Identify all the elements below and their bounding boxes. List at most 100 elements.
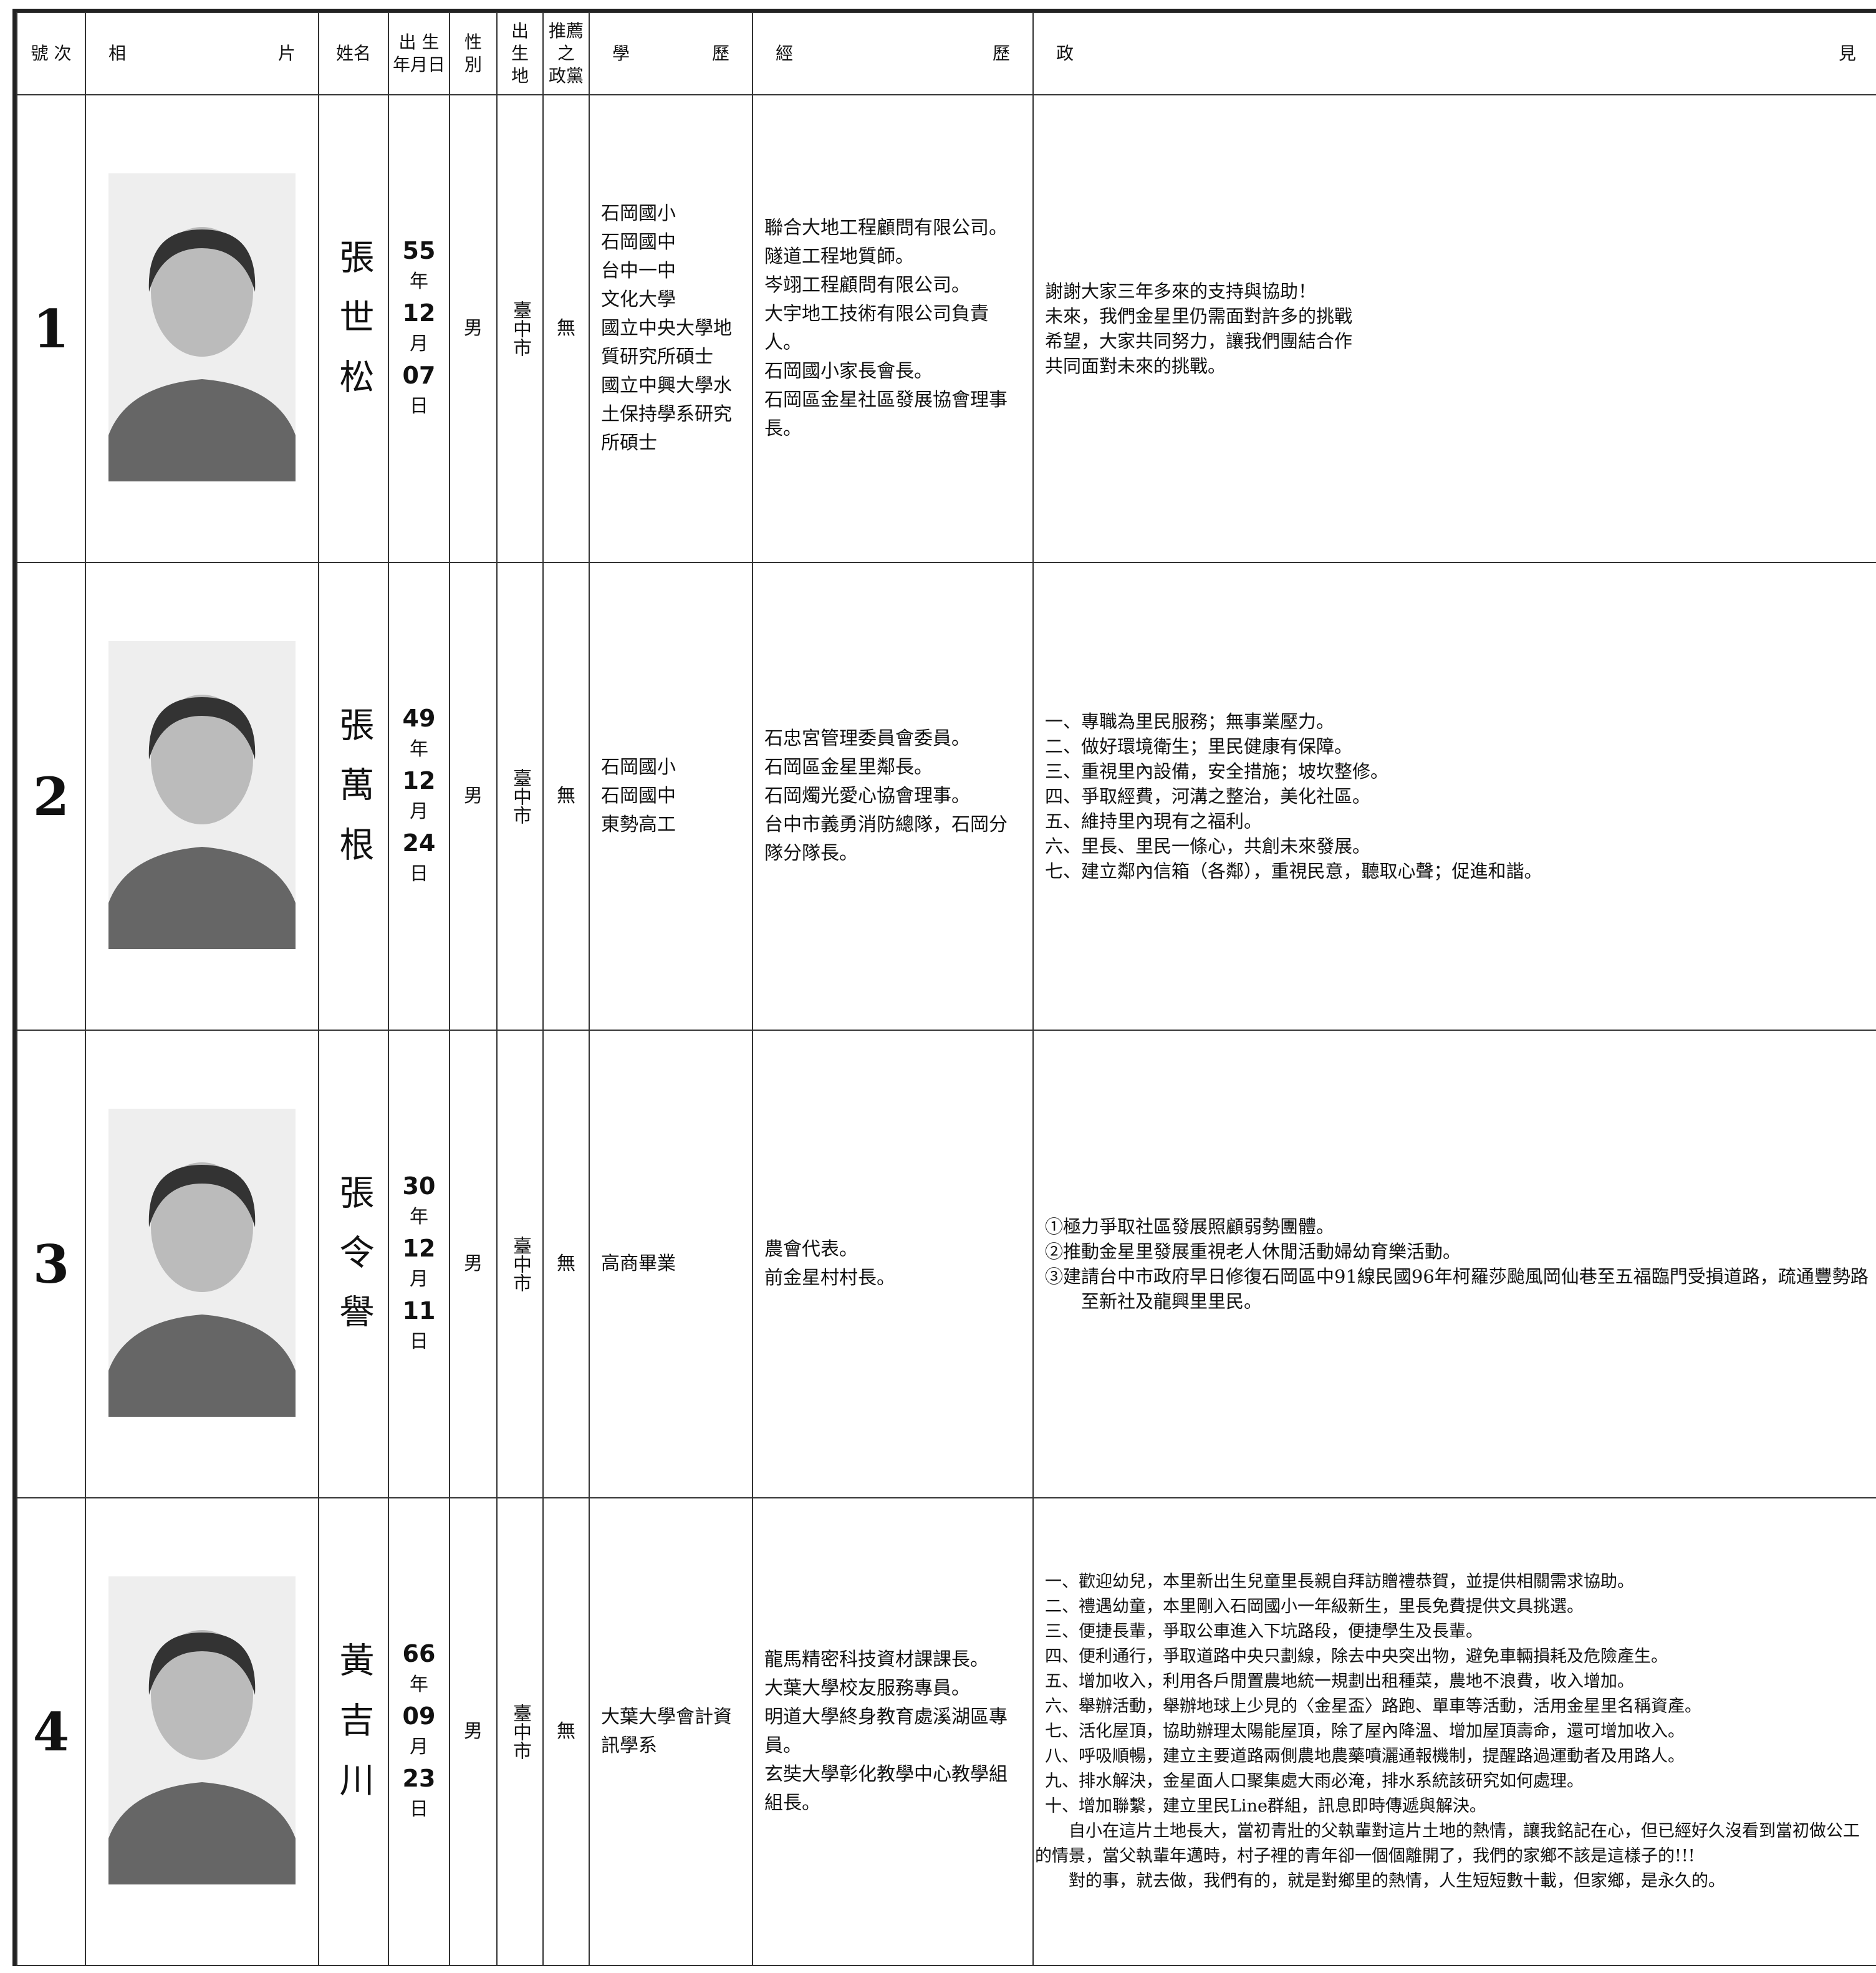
platform-item: 未來，我們金星里仍需面對許多的挑戰 [1045, 306, 1353, 327]
experience-item: 石岡燭光愛心協會理事。 [764, 785, 970, 807]
birth-date: 年 [410, 271, 428, 292]
birthplace-cell: 臺中市 [496, 94, 544, 563]
header-text: 生 [511, 43, 529, 64]
name-cell: 張世松 [318, 94, 389, 563]
platform-item: ③建請台中市政府早日修復石岡區中91線民國96年柯羅莎颱風岡仙巷至五福臨門受損道… [1045, 1266, 1869, 1312]
birth-cell: 30 年 12 月 11 日 [388, 1030, 450, 1498]
platform-cell: 一、專職為里民服務；無事業壓力。 二、做好環境衛生；里民健康有保障。 三、重視里內設… [1032, 562, 1876, 1031]
birth-date: 年 [410, 738, 428, 760]
party: 無 [542, 1030, 590, 1498]
candidate-photo [108, 641, 296, 949]
birth-date: 23 [402, 1765, 436, 1792]
birth-cell: 66 年 09 月 23 日 [388, 1497, 450, 1966]
photo-cell [85, 562, 319, 1031]
birth-date: 12 [402, 1235, 436, 1262]
education-cell: 大葉大學會計資訊學系 [589, 1497, 753, 1966]
gender: 男 [449, 94, 498, 563]
header-row: 號 次相片 姓名出 生年月日性別出生地推薦之政黨 學歷 經歷 政見 [16, 12, 1876, 95]
birthplace: 臺中市 [509, 301, 531, 357]
party: 無 [542, 562, 590, 1031]
header-text: 學歷 [612, 43, 729, 64]
bulletin: 號 次相片 姓名出 生年月日性別出生地推薦之政黨 學歷 經歷 政見 1 張世松 55 年 12 月… [12, 9, 1876, 1966]
header-text: 出 生 [398, 32, 440, 52]
education-item: 台中一中 [601, 260, 676, 282]
candidate-name: 張令譽 [334, 1174, 374, 1354]
party: 無 [542, 94, 590, 563]
platform-item: 六、舉辦活動，舉辦地球上少見的〈金星盃〉路跑、單車等活動，活用金星里名稱資產。 [1045, 1697, 1701, 1716]
candidate-row: 2 張萬根 49 年 12 月 24 日男臺中市無石岡國小 石岡國中 東勢高工 石忠宮管理委員會委員… [16, 562, 1876, 1031]
gender: 男 [449, 1497, 498, 1966]
experience-item: 明道大學終身教育處溪湖區專員。 [764, 1706, 1008, 1757]
candidate-row: 1 張世松 55 年 12 月 07 日男臺中市無石岡國小 石岡國中 台中一中 文化大學 國立中央大學… [16, 94, 1876, 563]
photo-cell [85, 1497, 319, 1966]
experience-item: 玄奘大學彰化教學中心教學組組長。 [764, 1763, 1008, 1814]
platform-item: 六、里長、里民一條心，共創未來發展。 [1045, 836, 1371, 857]
experience-cell: 龍馬精密科技資材課課長。 大葉大學校友服務專員。明道大學終身教育處溪湖區專員。 玄奘… [752, 1497, 1034, 1966]
birth-cell: 55 年 12 月 07 日 [388, 94, 450, 563]
platform-item: 三、重視里內設備，安全措施；坡坎整修。 [1045, 761, 1389, 782]
header-text: 姓名 [335, 43, 371, 64]
experience-item: 大宇地工技術有限公司負責人。 [764, 303, 989, 354]
photo-cell [85, 94, 319, 563]
experience-item: 龍馬精密科技資材課課長。 [764, 1649, 989, 1671]
platform-item: 二、禮遇幼童，本里剛入石岡國小一年級新生，里長免費提供文具挑選。 [1045, 1597, 1584, 1616]
statement-paragraph: 對的事，就去做，我們有的，就是對鄉里的熱情，人生短短數十載，但家鄉，是永久的。 [1069, 1871, 1725, 1891]
table-body: 1 張世松 55 年 12 月 07 日男臺中市無石岡國小 石岡國中 台中一中 文化大學 國立中央大學… [16, 94, 1876, 1966]
education-item: 大葉大學會計資訊學系 [601, 1706, 732, 1757]
platform-item: 八、呼吸順暢，建立主要道路兩側農地農藥噴灑通報機制，提醒路過運動者及用路人。 [1045, 1747, 1685, 1766]
experience-item: 石岡區金星社區發展協會理事長。 [764, 389, 1008, 440]
platform-item: 七、建立鄰內信箱（各鄰），重視民意，聽取心聲；促進和諧。 [1045, 861, 1542, 882]
birth-date: 55 [402, 237, 436, 264]
candidate-number: 4 [16, 1497, 86, 1966]
birthplace-cell: 臺中市 [496, 1497, 544, 1966]
birthplace: 臺中市 [509, 1704, 531, 1760]
header-text: 地 [511, 65, 529, 86]
experience-item: 聯合大地工程顧問有限公司。 [764, 217, 1008, 239]
platform-item: ①極力爭取社區發展照顧弱勢團體。 [1045, 1216, 1335, 1237]
experience-item: 大葉大學校友服務專員。 [764, 1677, 970, 1699]
birth-date: 30 [402, 1172, 436, 1200]
experience-cell: 石忠宮管理委員會委員。 石岡區金星里鄰長。 石岡燭光愛心協會理事。 台中市義勇消防總隊… [752, 562, 1034, 1031]
platform-item: 五、增加收入，利用各戶閒置農地統一規劃出租種菜，農地不浪費，收入增加。 [1045, 1672, 1634, 1691]
education-item: 東勢高工 [601, 814, 676, 836]
header-text: 年月日 [392, 54, 445, 75]
header-cell: 推薦之政黨 [542, 12, 590, 95]
experience-item: 台中市義勇消防總隊，石岡分隊分隊長。 [764, 814, 1008, 864]
gender: 男 [449, 562, 498, 1031]
birth-date: 日 [410, 863, 428, 885]
candidate-number: 3 [16, 1030, 86, 1498]
platform-item: 四、爭取經費，河溝之整治，美化社區。 [1045, 786, 1371, 807]
birth-date: 月 [410, 1736, 428, 1758]
platform-item: 一、歡迎幼兒，本里新出生兒童里長親自拜訪贈禮恭賀，並提供相關需求協助。 [1045, 1572, 1634, 1591]
header-cell: 姓名 [318, 12, 389, 95]
education-item: 高商畢業 [601, 1253, 676, 1275]
platform-item: 七、活化屋頂，協助辦理太陽能屋頂，除了屋內降溫、增加屋頂壽命，還可增加收入。 [1045, 1722, 1685, 1741]
birth-date: 12 [402, 299, 436, 327]
education-cell: 石岡國小 石岡國中 東勢高工 [589, 562, 753, 1031]
education-cell: 高商畢業 [589, 1030, 753, 1498]
platform-item: 一、專職為里民服務；無事業壓力。 [1045, 711, 1335, 732]
platform-item: 三、便捷長輩，爭取公車進入下坑路段，便捷學生及長輩。 [1045, 1622, 1483, 1641]
gender: 男 [449, 1030, 498, 1498]
birth-cell: 49 年 12 月 24 日 [388, 562, 450, 1031]
experience-item: 前金星村村長。 [764, 1267, 895, 1289]
header-text: 性 [464, 32, 482, 52]
experience-cell: 聯合大地工程顧問有限公司。 隧道工程地質師。 岑翊工程顧問有限公司。 大宇地工技術有限… [752, 94, 1034, 563]
education-item: 石岡國小 [601, 203, 676, 224]
party: 無 [542, 1497, 590, 1966]
candidate-number: 2 [16, 562, 86, 1031]
header-text: 政見 [1056, 43, 1856, 64]
birth-date: 12 [402, 767, 436, 794]
name-cell: 張令譽 [318, 1030, 389, 1498]
platform-item: 五、維持里內現有之福利。 [1045, 811, 1263, 832]
education-item: 石岡國中 [601, 785, 676, 807]
header-cell: 性別 [449, 12, 498, 95]
platform-item: 十、增加聯繫，建立里民Line群組，訊息即時傳遞與解決。 [1045, 1797, 1486, 1816]
experience-item: 石岡國小家長會長。 [764, 360, 933, 382]
platform-item: 希望，大家共同努力，讓我們團結合作 [1045, 330, 1353, 352]
birth-date: 月 [410, 333, 428, 355]
header-text: 經歷 [776, 43, 1010, 64]
header-cell: 政見 [1032, 12, 1876, 95]
birth-date: 年 [410, 1674, 428, 1696]
platform-item: 共同面對未來的挑戰。 [1045, 355, 1226, 377]
